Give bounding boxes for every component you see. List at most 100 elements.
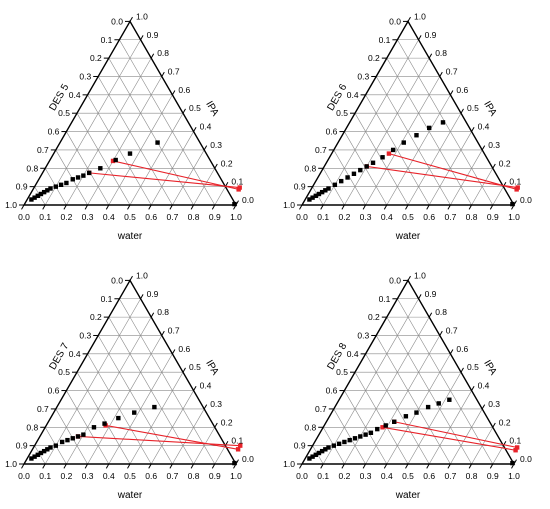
tick-mark (63, 204, 67, 210)
tick-mark (150, 312, 155, 318)
binodal-point (232, 201, 237, 207)
binodal-point (64, 180, 69, 186)
bottom-tick-label: 0.6 (423, 471, 435, 481)
tick-mark (161, 71, 165, 77)
tick-mark (214, 422, 218, 428)
right-tick-label: 0.2 (499, 158, 511, 168)
tick-mark (190, 204, 195, 210)
left-tick-label: 0.4 (347, 90, 359, 100)
grid-line (87, 76, 163, 206)
left-tick-label: 0.6 (48, 386, 60, 396)
tie-line-end-point (235, 447, 241, 452)
right-tick-label: 0.8 (157, 307, 169, 317)
right-tick-label: 0.3 (210, 399, 222, 409)
right-tick-label: 0.7 (446, 66, 458, 76)
left-tick-label: 1.0 (283, 459, 295, 469)
right-tick-label: 0.7 (446, 325, 458, 335)
binodal-point (41, 448, 47, 454)
grid-line (214, 445, 226, 465)
left-tick-label: 1.0 (283, 200, 295, 210)
binodal-point (339, 178, 344, 184)
tick-mark (140, 294, 144, 300)
bottom-tick-label: 0.2 (60, 212, 72, 222)
tick-mark (426, 463, 430, 469)
tick-mark (383, 204, 388, 210)
binodal-point (48, 445, 53, 450)
binodal-point (414, 410, 419, 415)
binodal-point (414, 133, 419, 138)
tick-mark (182, 367, 186, 373)
grid-line (76, 113, 131, 206)
binodal-point (403, 414, 409, 419)
binodal-point (345, 175, 350, 180)
grid-line (129, 113, 184, 206)
binodal-point (323, 447, 328, 452)
tick-mark (405, 204, 409, 210)
tick-mark (320, 463, 324, 469)
tie-line-end-point (514, 187, 519, 192)
binodal-point (380, 155, 385, 160)
binodal-point (510, 201, 515, 207)
tick-mark (439, 71, 443, 77)
binodal-point (392, 419, 397, 424)
tick-mark (203, 404, 208, 410)
binodal-point (53, 184, 58, 189)
tick-mark (84, 204, 89, 210)
tick-mark (407, 16, 411, 22)
binodal-point (127, 151, 133, 156)
tick-mark (489, 204, 494, 210)
right-tick-label: 1.0 (414, 270, 426, 280)
left-tick-label: 0.2 (90, 312, 102, 322)
binodal-point (358, 167, 363, 173)
tick-mark (129, 16, 133, 22)
tick-mark (492, 422, 496, 428)
bottom-tick-label: 0.8 (188, 471, 200, 481)
tick-mark (362, 204, 367, 210)
tick-mark (214, 163, 218, 169)
tick-mark (193, 385, 197, 391)
tick-mark (169, 463, 173, 469)
tick-mark (439, 330, 443, 336)
tie-line (105, 424, 239, 450)
tie-line (394, 421, 518, 449)
tick-mark (492, 163, 496, 169)
right-axis-title: IPA (481, 99, 498, 118)
right-tick-label: 0.3 (210, 140, 222, 150)
binodal-point (75, 434, 81, 439)
tick-mark (84, 463, 89, 469)
binodal-point (116, 415, 121, 421)
binodal-point (41, 189, 47, 195)
tick-mark (481, 145, 486, 151)
binodal-point (53, 443, 58, 448)
left-tick-label: 0.5 (336, 108, 348, 118)
tick-mark (42, 463, 46, 469)
binodal-point (363, 432, 368, 437)
binodal-point (319, 189, 325, 195)
grid-line (119, 39, 216, 206)
grid-line (172, 408, 205, 465)
tick-mark (127, 204, 131, 210)
grid-line (365, 353, 430, 465)
tick-mark (211, 463, 216, 469)
binodal-point (86, 170, 92, 176)
right-tick-label: 0.3 (488, 140, 500, 150)
left-tick-label: 0.9 (294, 441, 306, 451)
left-tick-label: 0.2 (368, 312, 380, 322)
bottom-axis-title: water (117, 231, 143, 242)
right-axis-title: IPA (481, 358, 498, 377)
bottom-tick-label: 0.0 (18, 471, 30, 481)
binodal-point (332, 182, 338, 188)
grid-line (407, 372, 462, 465)
grid-line (375, 335, 451, 465)
tie-line-end-point (110, 158, 116, 164)
right-tick-label: 0.0 (520, 195, 532, 205)
left-tick-label: 0.1 (101, 35, 113, 45)
right-tick-label: 1.0 (414, 11, 426, 21)
bottom-tick-label: 1.0 (230, 471, 242, 481)
binodal-point (75, 175, 81, 180)
tie-line (366, 165, 518, 189)
right-tick-label: 0.7 (168, 66, 180, 76)
left-tick-label: 0.6 (326, 386, 338, 396)
ternary-panel: 0.01.0 0.00.10.9 0.10.20.8 0.20.30.7 0.30.40… (5, 11, 254, 242)
left-tick-label: 0.2 (90, 53, 102, 63)
